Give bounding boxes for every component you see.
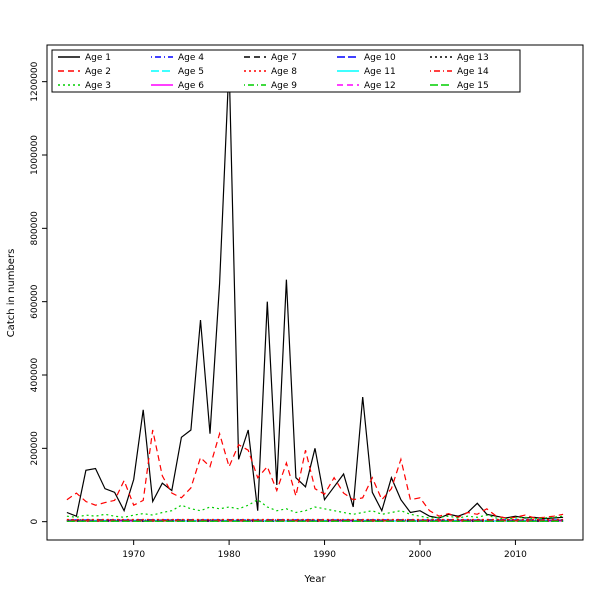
y-tick-label: 200000 (30, 431, 40, 466)
legend-label-age-12: Age 12 (364, 81, 396, 91)
series-line-age-3 (66, 498, 564, 520)
legend-label-age-11: Age 11 (364, 67, 396, 77)
legend-label-age-6: Age 6 (178, 81, 204, 91)
y-tick-label: 600000 (30, 284, 40, 319)
series-line-age-1 (66, 63, 564, 520)
legend-label-age-15: Age 15 (457, 81, 489, 91)
x-tick-label: 2010 (504, 550, 527, 560)
y-tick-label: 1200000 (30, 61, 40, 101)
legend-label-age-13: Age 13 (457, 53, 489, 63)
plot-box (46, 44, 584, 541)
x-axis-label: Year (303, 574, 326, 585)
legend-label-age-2: Age 2 (85, 67, 111, 77)
x-tick-label: 1980 (218, 550, 241, 560)
legend-label-age-4: Age 4 (178, 53, 204, 63)
y-tick-label: 400000 (30, 358, 40, 393)
legend-label-age-7: Age 7 (271, 53, 297, 63)
y-tick-label: 800000 (30, 211, 40, 246)
y-tick-label: 0 (30, 519, 40, 525)
chart-root: 1970 1980 1990 2000 2010 0 200000 400000 600000 8… (30, 44, 584, 560)
series-line-age-2 (66, 429, 564, 519)
x-tick-label: 2000 (409, 550, 432, 560)
legend-label-age-10: Age 10 (364, 53, 396, 63)
x-tick-label: 1990 (313, 550, 336, 560)
y-tick-label: 1000000 (30, 135, 40, 175)
legend-label-age-14: Age 14 (457, 67, 489, 77)
y-axis-label: Catch in numbers (6, 249, 17, 338)
x-tick-label: 1970 (122, 550, 145, 560)
legend-label-age-3: Age 3 (85, 81, 111, 91)
legend-label-age-8: Age 8 (271, 67, 297, 77)
legend-label-age-1: Age 1 (85, 53, 111, 63)
legend-label-age-5: Age 5 (178, 67, 204, 77)
legend-label-age-9: Age 9 (271, 81, 297, 91)
